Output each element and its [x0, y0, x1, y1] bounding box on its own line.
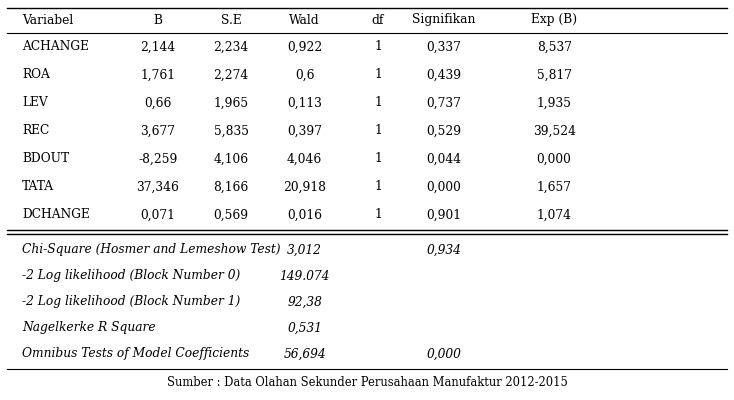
- Text: 0,569: 0,569: [214, 208, 249, 222]
- Text: 8,166: 8,166: [214, 180, 249, 194]
- Text: 0,529: 0,529: [426, 124, 462, 138]
- Text: 1: 1: [374, 124, 382, 138]
- Text: 1,965: 1,965: [214, 96, 249, 110]
- Text: Signifikan: Signifikan: [413, 14, 476, 26]
- Text: TATA: TATA: [22, 180, 54, 194]
- Text: 2,274: 2,274: [214, 68, 249, 82]
- Text: Wald: Wald: [289, 14, 320, 26]
- Text: 0,397: 0,397: [287, 124, 322, 138]
- Text: Chi-Square (Hosmer and Lemeshow Test): Chi-Square (Hosmer and Lemeshow Test): [22, 244, 280, 256]
- Text: 0,113: 0,113: [287, 96, 322, 110]
- Text: 1,761: 1,761: [140, 68, 175, 82]
- Text: 0,044: 0,044: [426, 152, 462, 166]
- Text: 1,657: 1,657: [537, 180, 572, 194]
- Text: LEV: LEV: [22, 96, 48, 110]
- Text: 4,106: 4,106: [214, 152, 249, 166]
- Text: 5,817: 5,817: [537, 68, 572, 82]
- Text: 0,66: 0,66: [144, 96, 172, 110]
- Text: Omnibus Tests of Model Coefficients: Omnibus Tests of Model Coefficients: [22, 348, 250, 360]
- Text: -2 Log likelihood (Block Number 1): -2 Log likelihood (Block Number 1): [22, 296, 240, 308]
- Text: 3,677: 3,677: [140, 124, 175, 138]
- Text: 20,918: 20,918: [283, 180, 326, 194]
- Text: 56,694: 56,694: [283, 348, 326, 360]
- Text: 1: 1: [374, 68, 382, 82]
- Text: Sumber : Data Olahan Sekunder Perusahaan Manufaktur 2012-2015: Sumber : Data Olahan Sekunder Perusahaan…: [167, 376, 567, 390]
- Text: 2,144: 2,144: [140, 40, 175, 54]
- Text: 0,934: 0,934: [426, 244, 462, 256]
- Text: 1: 1: [374, 96, 382, 110]
- Text: 1: 1: [374, 152, 382, 166]
- Text: 1: 1: [374, 180, 382, 194]
- Text: 0,6: 0,6: [295, 68, 314, 82]
- Text: 1,074: 1,074: [537, 208, 572, 222]
- Text: 0,000: 0,000: [426, 348, 462, 360]
- Text: -2 Log likelihood (Block Number 0): -2 Log likelihood (Block Number 0): [22, 270, 240, 282]
- Text: 0,071: 0,071: [140, 208, 175, 222]
- Text: 0,531: 0,531: [287, 322, 322, 334]
- Text: Nagelkerke R Square: Nagelkerke R Square: [22, 322, 156, 334]
- Text: 5,835: 5,835: [214, 124, 249, 138]
- Text: REC: REC: [22, 124, 49, 138]
- Text: df: df: [372, 14, 384, 26]
- Text: 1,935: 1,935: [537, 96, 572, 110]
- Text: 1: 1: [374, 208, 382, 222]
- Text: 4,046: 4,046: [287, 152, 322, 166]
- Text: Exp (B): Exp (B): [531, 14, 577, 26]
- Text: 92,38: 92,38: [287, 296, 322, 308]
- Text: 1: 1: [374, 40, 382, 54]
- Text: ACHANGE: ACHANGE: [22, 40, 89, 54]
- Text: 3,012: 3,012: [287, 244, 322, 256]
- Text: 39,524: 39,524: [533, 124, 575, 138]
- Text: DCHANGE: DCHANGE: [22, 208, 90, 222]
- Text: Variabel: Variabel: [22, 14, 73, 26]
- Text: 0,000: 0,000: [426, 180, 462, 194]
- Text: 0,439: 0,439: [426, 68, 462, 82]
- Text: 37,346: 37,346: [137, 180, 179, 194]
- Text: 8,537: 8,537: [537, 40, 572, 54]
- Text: B: B: [153, 14, 162, 26]
- Text: 0,000: 0,000: [537, 152, 572, 166]
- Text: -8,259: -8,259: [138, 152, 178, 166]
- Text: 149.074: 149.074: [280, 270, 330, 282]
- Text: 0,901: 0,901: [426, 208, 462, 222]
- Text: 0,922: 0,922: [287, 40, 322, 54]
- Text: 0,337: 0,337: [426, 40, 462, 54]
- Text: 2,234: 2,234: [214, 40, 249, 54]
- Text: BDOUT: BDOUT: [22, 152, 69, 166]
- Text: 0,737: 0,737: [426, 96, 462, 110]
- Text: ROA: ROA: [22, 68, 50, 82]
- Text: 0,016: 0,016: [287, 208, 322, 222]
- Text: S.E: S.E: [221, 14, 241, 26]
